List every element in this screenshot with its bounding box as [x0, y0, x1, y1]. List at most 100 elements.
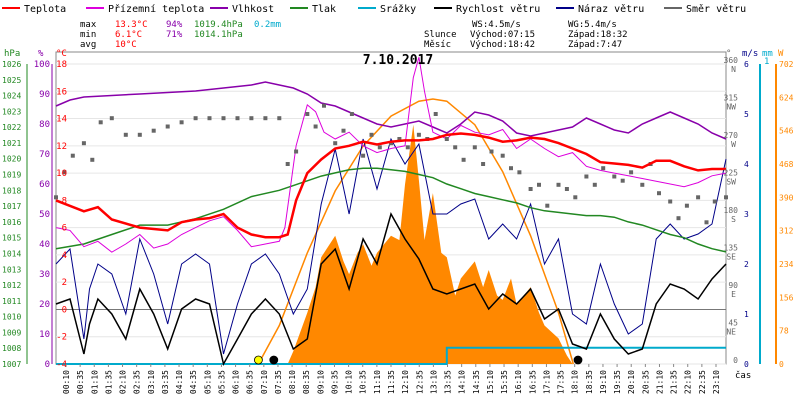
stats-min-hum: 71% — [166, 30, 183, 40]
temp-tick-label: 8 — [62, 196, 67, 206]
wind-dir-point — [137, 132, 142, 137]
wind-dir-point — [704, 220, 709, 225]
wind-dir-point — [235, 116, 240, 121]
dir-point-label: W — [731, 140, 736, 149]
wind-dir-point — [676, 216, 681, 221]
x-tick-label: 04:35 — [189, 370, 198, 394]
hpa-tick-label: 1008 — [2, 344, 21, 353]
hpa-tick-label: 1025 — [2, 76, 21, 85]
hpa-tick-label: 1015 — [2, 234, 21, 243]
stats-max-label: max — [80, 20, 97, 30]
pct-tick-label: 20 — [39, 300, 50, 310]
x-tick-label: 20:10 — [627, 370, 636, 394]
hpa-tick-label: 1010 — [2, 313, 21, 322]
wind-dir-point — [377, 145, 382, 150]
wind-dir-point — [207, 116, 212, 121]
legend-label-naraz: Náraz větru — [578, 3, 644, 15]
wind-dir-point — [54, 195, 58, 200]
x-tick-label: 03:10 — [147, 370, 156, 394]
dir-tick-label: 270 — [724, 131, 739, 140]
stats-max-hum: 94% — [166, 20, 183, 30]
x-tick-label: 06:35 — [246, 370, 255, 394]
wind-dir-point — [322, 103, 326, 108]
pct-tick-label: 30 — [39, 270, 50, 280]
hpa-tick-label: 1024 — [2, 92, 21, 101]
x-tick-label: 11:10 — [373, 370, 382, 394]
x-tick-label: 19:35 — [613, 370, 622, 394]
ms-tick-label: 6 — [744, 60, 749, 69]
wind-speed-line — [55, 212, 727, 367]
wind-dir-point — [313, 124, 318, 129]
dir-tick-label: 180 — [724, 206, 739, 215]
legend-label-srazky: Srážky — [380, 3, 416, 15]
wind-dir-point — [509, 166, 513, 171]
wind-dir-point — [90, 157, 95, 162]
x-tick-label: 04:10 — [175, 370, 184, 394]
x-tick-label: 06:10 — [232, 370, 241, 394]
w-tick-label: 234 — [779, 260, 794, 269]
legend-label-teplota: Teplota — [24, 4, 66, 15]
hpa-tick-label: 1016 — [2, 218, 21, 227]
stats-min-label: min — [80, 30, 96, 40]
wind-dir-point — [612, 174, 617, 179]
dir-tick-label: 135 — [724, 244, 739, 253]
wind-dir-point — [500, 153, 505, 158]
dir-point-label: NE — [726, 328, 736, 337]
wind-dir-point — [537, 182, 541, 187]
pct-tick-label: 0 — [45, 360, 50, 370]
wind-dir-point — [564, 187, 569, 191]
stats-min-press: 1014.1hPa — [194, 30, 243, 40]
hpa-tick-label: 1011 — [2, 297, 21, 306]
x-tick-label: 23:10 — [712, 370, 721, 394]
dir-tick-label: 225 — [724, 169, 739, 178]
x-tick-label: 05:10 — [203, 370, 212, 394]
dir-point-label: S — [731, 215, 736, 224]
pct-tick-label: 90 — [39, 90, 50, 100]
w-tick-label: 312 — [779, 227, 794, 236]
x-tick-label: 03:35 — [161, 370, 170, 394]
pressure-line — [55, 167, 727, 253]
wind-dir-point — [696, 195, 701, 200]
x-tick-label: 22:35 — [698, 370, 707, 394]
gust-line — [55, 137, 727, 355]
dir-point-label: NW — [726, 103, 736, 112]
wind-dir-point — [444, 137, 449, 141]
x-tick-label: 21:10 — [655, 370, 664, 394]
wind-dir-point — [416, 132, 421, 137]
x-tick-label: 12:35 — [415, 370, 424, 394]
pct-tick-label: 50 — [39, 210, 50, 220]
x-tick-label: 14:10 — [458, 370, 467, 394]
stats-max-rain: 0.2mm — [254, 20, 281, 30]
hpa-tick-label: 1014 — [2, 249, 21, 258]
w-tick-label: 546 — [779, 127, 794, 136]
x-tick-label: 07:35 — [274, 370, 283, 394]
x-tick-label: 21:35 — [670, 370, 679, 394]
radiation-area-fill — [287, 124, 573, 364]
x-tick-label: 18:35 — [585, 370, 594, 394]
x-tick-label: 09:35 — [330, 370, 339, 394]
x-axis-label: čas — [735, 370, 751, 381]
hpa-tick-label: 1026 — [2, 60, 21, 69]
legend-label-tlak: Tlak — [312, 4, 336, 15]
wind-dir-point — [70, 153, 75, 158]
wind-dir-point — [81, 141, 86, 146]
wind-dir-point — [123, 132, 128, 137]
axis-units: hPa % °C ° m/s mm W 1 čas — [4, 49, 784, 381]
wind-dir-point — [109, 116, 114, 121]
dir-tick-label: 90 — [728, 281, 738, 290]
dir-point-label: E — [731, 290, 736, 299]
wind-dir-point — [489, 149, 494, 154]
x-tick-label: 12:10 — [401, 370, 410, 394]
wind-dir-point — [592, 182, 597, 187]
hpa-tick-label: 1020 — [2, 155, 21, 164]
dir-tick-label: 45 — [728, 319, 738, 328]
hpa-tick-label: 1022 — [2, 123, 21, 132]
sun-set: Západ:18:32 — [568, 30, 628, 40]
wind-dir-point — [472, 145, 477, 150]
dir-point-label: SW — [726, 178, 736, 187]
pct-tick-label: 10 — [39, 330, 50, 340]
w-tick-label: 468 — [779, 160, 794, 169]
wind-dir-point — [528, 187, 533, 191]
x-tick-label: 16:35 — [528, 370, 537, 394]
